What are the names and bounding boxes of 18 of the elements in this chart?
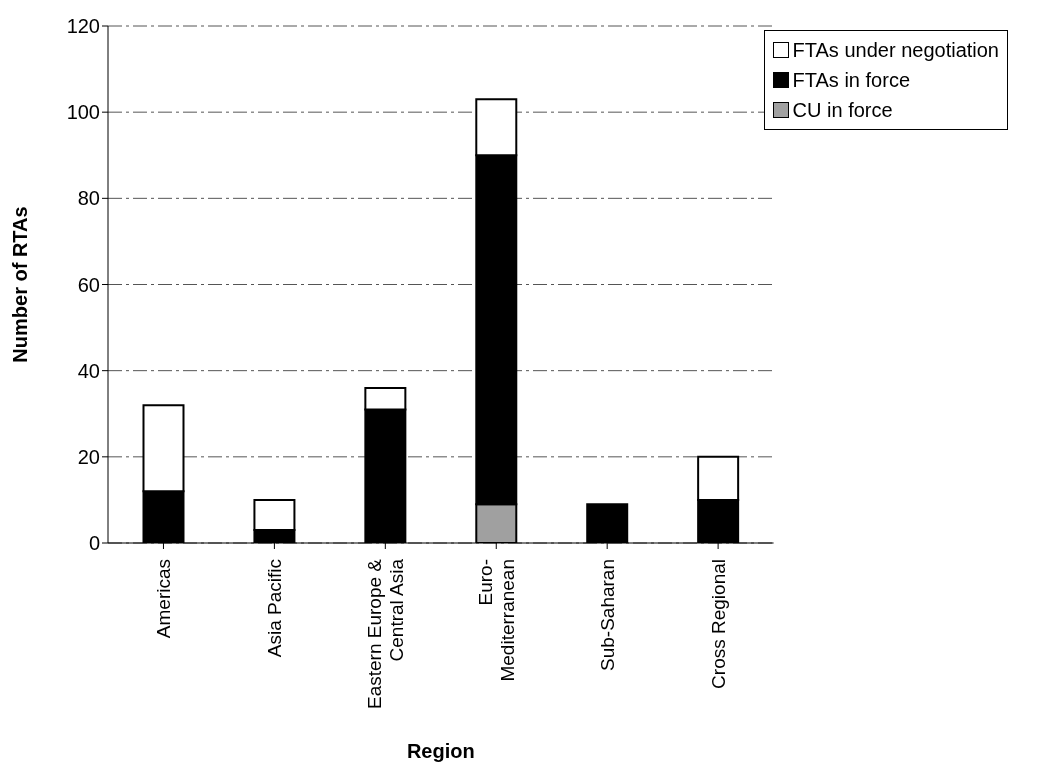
- y-tick-label: 60: [77, 273, 100, 296]
- y-tick-label: 100: [66, 101, 100, 124]
- y-tick-label: 20: [77, 445, 100, 468]
- y-axis-title: Number of RTAs: [9, 206, 32, 363]
- y-tick-label: 40: [77, 359, 100, 382]
- legend-label: FTAs in force: [792, 68, 911, 92]
- x-tick-label: Cross Regional: [708, 559, 730, 689]
- x-tick-label: Euro-Mediterranean: [475, 559, 519, 682]
- y-tick-label: 0: [88, 532, 100, 555]
- x-tick-label: Sub-Saharan: [597, 559, 619, 671]
- x-tick-label: Asia Pacific: [264, 559, 286, 658]
- y-tick-label: 120: [66, 15, 100, 38]
- legend-label: FTAs under negotiation: [792, 38, 999, 62]
- legend-label: CU in force: [792, 98, 893, 122]
- x-tick-label: Eastern Europe & Central Asia: [364, 558, 408, 709]
- x-tick-label: Americas: [153, 559, 175, 639]
- y-tick-label: 80: [77, 187, 100, 210]
- x-axis-title: Region: [406, 740, 475, 762]
